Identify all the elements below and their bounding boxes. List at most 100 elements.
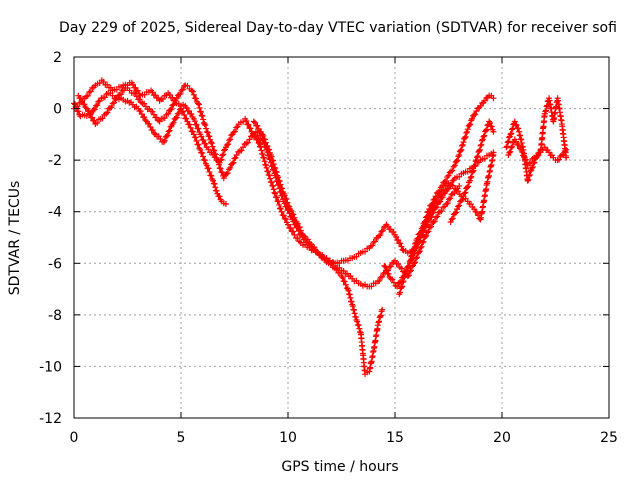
data-point-marker: [184, 118, 191, 125]
data-point-marker: [397, 240, 404, 247]
data-point-marker: [195, 101, 202, 108]
data-point-marker: [563, 154, 570, 161]
data-point-marker: [200, 153, 207, 160]
data-point-marker: [449, 215, 456, 222]
data-point-marker: [376, 277, 383, 284]
data-point-marker: [382, 263, 389, 270]
data-point-marker: [417, 229, 424, 236]
data-point-marker: [169, 102, 176, 109]
data-point-marker: [412, 259, 419, 266]
data-point-marker: [348, 298, 355, 305]
data-point-marker: [406, 258, 413, 265]
data-point-marker: [472, 111, 479, 118]
data-point-marker: [216, 193, 223, 200]
data-point-marker: [429, 204, 436, 211]
data-point-marker: [400, 278, 407, 285]
data-point-marker: [258, 147, 265, 154]
data-point-marker: [478, 141, 485, 148]
data-point-marker: [261, 136, 268, 143]
data-point-marker: [476, 147, 483, 154]
data-point-marker: [177, 90, 184, 97]
data-point-marker: [515, 125, 522, 132]
data-point-marker: [508, 126, 515, 133]
data-point-marker: [186, 121, 193, 128]
series-track-3: [75, 92, 229, 207]
data-point-marker: [101, 94, 108, 101]
data-point-marker: [351, 310, 358, 317]
data-point-marker: [251, 119, 258, 126]
data-point-marker: [208, 172, 215, 179]
data-point-marker: [229, 160, 236, 167]
data-point-marker: [275, 182, 282, 189]
data-point-marker: [504, 139, 511, 146]
data-point-marker: [265, 152, 272, 159]
data-point-marker: [232, 154, 239, 161]
data-point-marker: [483, 126, 490, 133]
data-point-marker: [231, 155, 238, 162]
data-point-marker: [424, 216, 431, 223]
data-point-marker: [448, 168, 455, 175]
x-tick-label: 0: [70, 430, 79, 446]
data-point-marker: [294, 235, 301, 242]
data-point-marker: [454, 206, 461, 213]
data-point-marker: [277, 189, 284, 196]
data-point-marker: [202, 140, 209, 147]
data-point-marker: [352, 314, 359, 321]
data-point-marker: [482, 127, 489, 134]
data-point-marker: [456, 151, 463, 158]
y-tick-label: 0: [53, 102, 62, 118]
data-point-marker: [211, 147, 218, 154]
data-point-marker: [81, 101, 88, 108]
data-point-marker: [215, 161, 222, 168]
x-tick-label: 5: [177, 430, 186, 446]
data-point-marker: [243, 118, 250, 125]
data-point-marker: [441, 178, 448, 185]
data-point-marker: [188, 87, 195, 94]
data-point-marker: [212, 184, 219, 191]
x-axis-label: GPS time / hours: [281, 459, 398, 475]
data-point-marker: [456, 182, 463, 189]
data-point-marker: [245, 121, 252, 128]
data-point-marker: [190, 131, 197, 138]
data-point-marker: [167, 106, 174, 113]
x-tick-label: 15: [386, 430, 404, 446]
x-tick-label: 25: [600, 430, 618, 446]
series-track-11: [505, 95, 570, 169]
data-point-marker: [543, 107, 550, 114]
data-point-marker: [224, 142, 231, 149]
data-point-marker: [187, 124, 194, 131]
data-point-marker: [160, 95, 167, 102]
data-point-marker: [462, 189, 469, 196]
data-point-marker: [418, 243, 425, 250]
data-point-marker: [183, 104, 190, 111]
data-point-marker: [369, 242, 376, 249]
data-point-marker: [292, 221, 299, 228]
data-point-marker: [506, 149, 513, 156]
data-point-marker: [260, 154, 267, 161]
data-point-marker: [474, 153, 481, 160]
data-point-marker: [193, 137, 200, 144]
data-point-marker: [414, 254, 421, 261]
data-point-marker: [173, 114, 180, 121]
data-point-marker: [161, 115, 168, 122]
data-point-marker: [103, 110, 110, 117]
data-point-marker: [220, 175, 227, 182]
data-point-marker: [161, 137, 168, 144]
data-point-marker: [87, 88, 94, 95]
data-point-marker: [458, 146, 465, 153]
data-point-marker: [282, 216, 289, 223]
data-point-marker: [527, 167, 534, 174]
data-point-marker: [398, 265, 405, 272]
data-point-marker: [346, 291, 353, 298]
data-point-marker: [164, 132, 171, 139]
data-point-marker: [457, 147, 464, 154]
data-point-marker: [250, 118, 257, 125]
data-point-marker: [362, 248, 369, 255]
data-point-marker: [272, 190, 279, 197]
data-point-marker: [431, 218, 438, 225]
data-point-marker: [200, 116, 207, 123]
data-point-marker: [467, 174, 474, 181]
data-point-marker: [180, 108, 187, 115]
data-point-marker: [488, 123, 495, 130]
